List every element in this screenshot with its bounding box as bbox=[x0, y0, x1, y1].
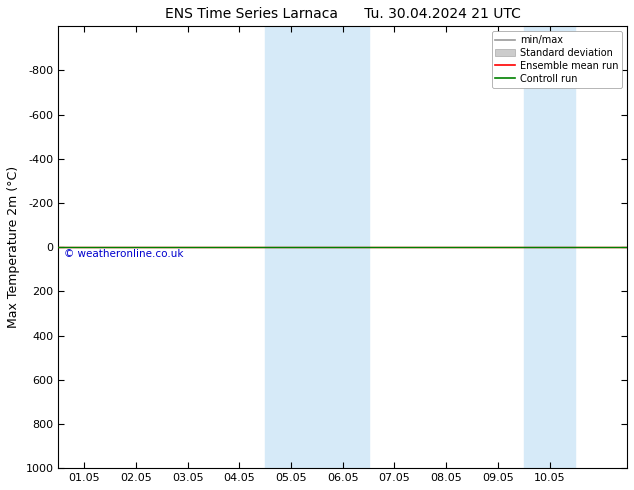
Title: ENS Time Series Larnaca      Tu. 30.04.2024 21 UTC: ENS Time Series Larnaca Tu. 30.04.2024 2… bbox=[165, 7, 521, 21]
Bar bbox=[317, 26, 368, 468]
Bar bbox=[265, 26, 317, 468]
Text: © weatheronline.co.uk: © weatheronline.co.uk bbox=[64, 249, 184, 259]
Bar bbox=[524, 26, 576, 468]
Y-axis label: Max Temperature 2m (°C): Max Temperature 2m (°C) bbox=[7, 166, 20, 328]
Legend: min/max, Standard deviation, Ensemble mean run, Controll run: min/max, Standard deviation, Ensemble me… bbox=[491, 31, 622, 88]
